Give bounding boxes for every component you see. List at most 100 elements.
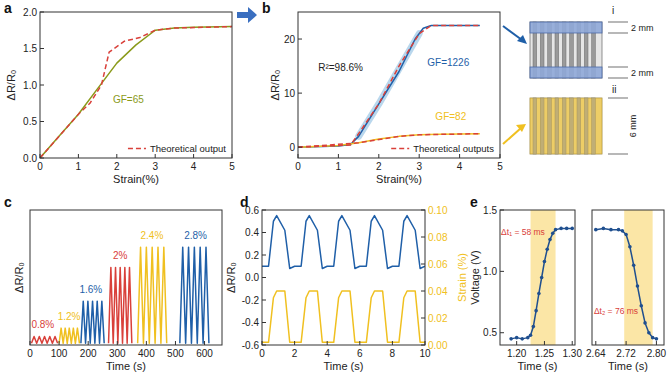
x-tick	[146, 341, 147, 345]
x-tick-label: 2.64	[586, 348, 606, 359]
y-tick-label: 10	[284, 88, 296, 99]
dim-line	[608, 33, 628, 34]
y-axis-label: Voltage (V)	[469, 250, 481, 304]
annotation: GF=65	[113, 94, 144, 105]
annotation: 2.8%	[184, 230, 207, 241]
dimension-label: 6 mm	[628, 115, 638, 138]
x-tick-label: 3	[416, 161, 422, 172]
frame	[298, 12, 500, 158]
sensing-strip	[530, 67, 602, 78]
x-axis-label: Time (s)	[608, 360, 648, 372]
panel-a: 0123450.00.51.01.52.0Strain(%)ΔR/R₀aGF=6…	[4, 0, 235, 185]
y-tick-label: 0.4	[245, 227, 259, 238]
point	[624, 233, 628, 237]
x-tick-label: 2	[292, 348, 298, 359]
x-tick	[327, 341, 328, 345]
point	[602, 227, 606, 231]
annotation: GF=82	[435, 111, 466, 122]
x-tick-label: 1	[76, 161, 82, 172]
frame	[262, 210, 425, 345]
plot-area	[594, 210, 658, 345]
annotation: Δt₁ = 58 ms	[501, 227, 545, 237]
x-tick	[378, 154, 379, 158]
dim-line	[608, 98, 628, 99]
background	[0, 0, 671, 386]
series-line	[511, 228, 572, 338]
series-line	[109, 267, 132, 343]
point	[632, 263, 636, 267]
x-tick	[572, 341, 573, 345]
point	[548, 238, 552, 242]
schematic: 2 mm2 mmi6 mmii	[503, 5, 654, 154]
annotation: R²=98.6%	[318, 62, 363, 73]
point	[617, 228, 621, 232]
frame	[500, 210, 575, 345]
x-axis-label: Time (s)	[324, 360, 364, 372]
dim-line	[608, 78, 628, 79]
x-tick	[117, 341, 118, 345]
y-tick-label: -0.2	[242, 295, 260, 306]
y-tick-label: 0.0	[23, 153, 37, 164]
series-line	[298, 26, 480, 148]
sensor-body	[530, 22, 602, 78]
connector-head	[516, 124, 526, 132]
x-tick-label: 0	[259, 348, 265, 359]
plot-area	[31, 247, 208, 343]
y-tick-label: 2.0	[23, 7, 37, 18]
y2-tick-label: 0.02	[428, 313, 448, 324]
panel-letter: d	[240, 194, 249, 210]
point	[647, 331, 651, 335]
y-axis-label: ΔR/R₀	[225, 262, 237, 293]
x-tick-label: 5	[497, 161, 503, 172]
series-line	[596, 228, 657, 338]
frame	[40, 12, 232, 158]
y2-tick-label: 0.10	[428, 205, 448, 216]
y-tick	[40, 121, 44, 122]
x-tick	[30, 341, 31, 345]
x-tick-label: 4	[457, 161, 463, 172]
sensing-strip	[530, 22, 602, 33]
x-tick-label: 1.30	[562, 348, 582, 359]
panel-letter: e	[470, 194, 478, 210]
y-axis-label: ΔR/R₀	[5, 70, 17, 101]
x-tick	[193, 154, 194, 158]
x-tick	[595, 341, 596, 345]
y-tick-label: 1.0	[23, 80, 37, 91]
annotation: 0.8%	[31, 319, 54, 330]
x-tick	[392, 341, 393, 345]
x-axis-label: Strain(%)	[113, 173, 159, 185]
x-tick	[338, 154, 339, 158]
x-tick	[262, 341, 263, 345]
point	[621, 229, 625, 233]
panel-b: 01234501020Strain(%)ΔR/R₀bR²=98.6%GF=122…	[262, 0, 503, 185]
point	[543, 260, 547, 264]
y-tick-label: 1.0	[483, 266, 497, 277]
y-tick-label: -0.4	[242, 317, 260, 328]
x-tick-label: 1.25	[535, 348, 555, 359]
sensor-body	[530, 98, 602, 154]
y-tick	[298, 93, 302, 94]
point	[537, 292, 541, 296]
x-tick	[656, 341, 657, 345]
schematic-label: ii	[612, 84, 616, 95]
x-tick-label: 4	[191, 161, 197, 172]
y-tick	[298, 39, 302, 40]
x-tick-label: 2	[376, 161, 382, 172]
annotation: 1.6%	[79, 284, 102, 295]
y-tick	[40, 12, 44, 13]
x-tick	[88, 341, 89, 345]
frame	[592, 210, 664, 345]
plot-area	[40, 27, 232, 158]
x-tick-label: 500	[167, 348, 184, 359]
panel-e2: 2.642.722.80Time (s)Δt₂ = 76 ms	[586, 210, 667, 372]
y2-tick-label: 0.04	[428, 286, 448, 297]
x-tick-label: 400	[138, 348, 155, 359]
point	[609, 228, 613, 232]
y2-tick	[421, 318, 425, 319]
x-tick-label: 200	[80, 348, 97, 359]
x-tick-label: 6	[357, 348, 363, 359]
x-tick-label: 2.80	[647, 348, 667, 359]
point	[628, 245, 632, 249]
x-tick	[544, 341, 545, 345]
x-axis-label: Time (s)	[518, 360, 558, 372]
